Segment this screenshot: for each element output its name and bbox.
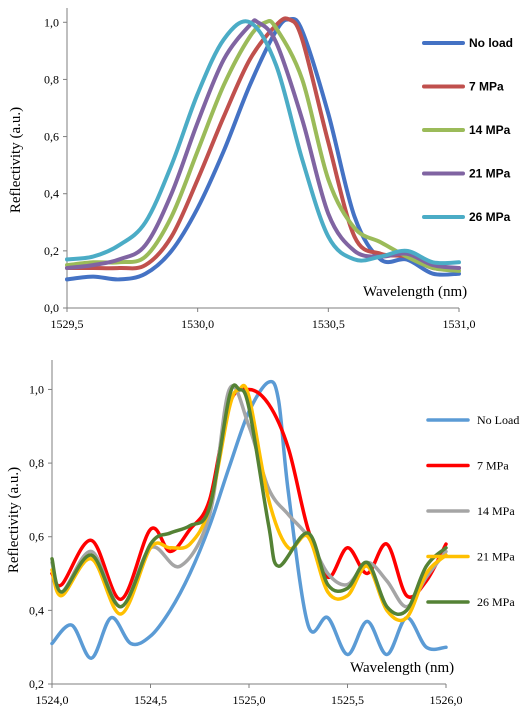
series-line-1 <box>50 379 448 660</box>
legend-label: 7 MPa <box>469 80 504 94</box>
x-tick-label: 1531,0 <box>443 317 476 331</box>
x-tick-label: 1525,5 <box>331 693 364 707</box>
y-tick-label: 0,8 <box>29 456 44 470</box>
y-tick-label: 1,0 <box>29 382 44 396</box>
x-tick-label: 1524,0 <box>36 693 69 707</box>
y-tick-label: 0,6 <box>29 530 44 544</box>
series-line-1 <box>65 16 461 282</box>
x-tick-label: 1526,0 <box>430 693 463 707</box>
x-tick-label: 1529,5 <box>51 317 84 331</box>
legend-label: 26 MPa <box>477 595 515 609</box>
series-line-2 <box>50 387 448 602</box>
series-line-3 <box>65 18 461 273</box>
x-axis-title: Wavelength (nm) <box>350 660 454 676</box>
y-tick-label: 0,0 <box>44 301 59 315</box>
legend-label: 21 MPa <box>469 167 511 181</box>
series-line-3 <box>50 384 448 609</box>
y-tick-label: 0,2 <box>44 244 59 258</box>
series-line-5 <box>50 383 448 617</box>
x-axis-title: Wavelength (nm) <box>363 284 467 300</box>
y-tick-label: 0,2 <box>29 677 44 691</box>
x-tick-label: 1530,5 <box>312 317 345 331</box>
y-tick-label: 0,6 <box>44 130 59 144</box>
legend-label: No Load <box>477 413 519 427</box>
x-tick-label: 1525,0 <box>233 693 266 707</box>
y-axis-title: Reflectivity (a.u.) <box>8 107 24 213</box>
x-tick-label: 1524,5 <box>134 693 167 707</box>
y-tick-label: 0,8 <box>44 72 59 86</box>
legend-label: 7 MPa <box>477 459 509 473</box>
y-axis-title: Reflectivity (a.u.) <box>6 467 22 573</box>
legend-label: 21 MPa <box>477 550 515 564</box>
legend-label: 26 MPa <box>469 210 511 224</box>
chart-1: 0,0 0,2 0,4 0,6 0,8 1,0 1529,5 1530,0 1530,5 1531… <box>8 8 513 331</box>
y-tick-label: 0,4 <box>44 187 59 201</box>
y-tick-label: 0,4 <box>29 603 44 617</box>
y-tick-label: 1,0 <box>44 15 59 29</box>
legend-label: No load <box>469 36 513 50</box>
x-tick-label: 1530,0 <box>181 317 214 331</box>
legend: No Load 7 MPa 14 MPa 21 MPa 26 MPa <box>426 413 519 609</box>
series-line-5 <box>65 19 461 266</box>
legend-label: 14 MPa <box>477 504 515 518</box>
legend-label: 14 MPa <box>469 123 511 137</box>
chart-2: 0,2 0,4 0,6 0,8 1,0 1524,0 1524,5 1525,0 1525,5 1… <box>6 360 519 707</box>
legend: No load 7 MPa 14 MPa 21 MPa 26 MPa <box>422 36 513 224</box>
